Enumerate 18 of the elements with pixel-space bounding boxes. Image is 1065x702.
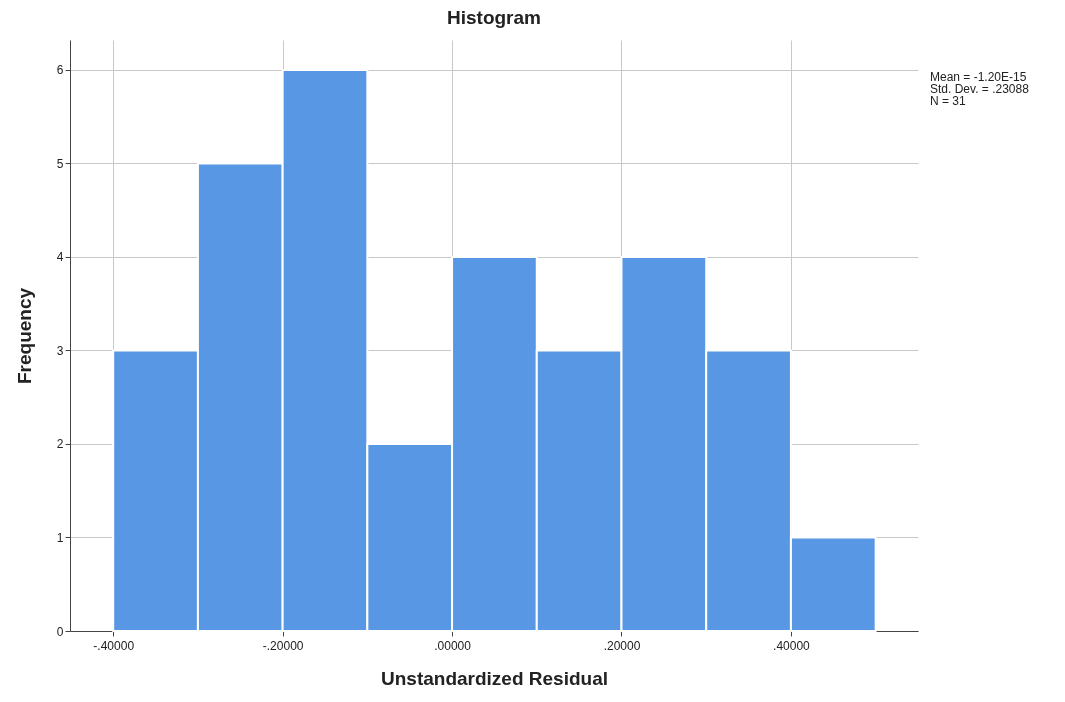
x-tick-label: .20000 (603, 638, 641, 653)
y-tick-label: 1 (56, 530, 64, 545)
x-tick-label: .00000 (434, 638, 472, 653)
x-tick-label: -.20000 (262, 638, 304, 653)
text: Mean = -1.20E-15 (930, 70, 1027, 84)
x-axis-title: Unstandardized Residual (381, 667, 608, 689)
y-axis-title: Frequency (13, 287, 35, 385)
text: N = 31 (930, 94, 967, 108)
x-tick-label: .40000 (773, 638, 811, 653)
x-tick-label: -.40000 (93, 638, 135, 653)
y-tick-label: 6 (56, 63, 64, 78)
y-tick-label: 5 (56, 156, 64, 171)
text: Std. Dev. = .23088 (930, 82, 1030, 96)
y-tick-label: 0 (56, 624, 64, 639)
y-tick-label: 4 (56, 250, 64, 265)
y-tick-label: 2 (56, 437, 64, 452)
chart-title: Histogram (447, 7, 541, 28)
y-tick-label: 3 (56, 343, 64, 358)
